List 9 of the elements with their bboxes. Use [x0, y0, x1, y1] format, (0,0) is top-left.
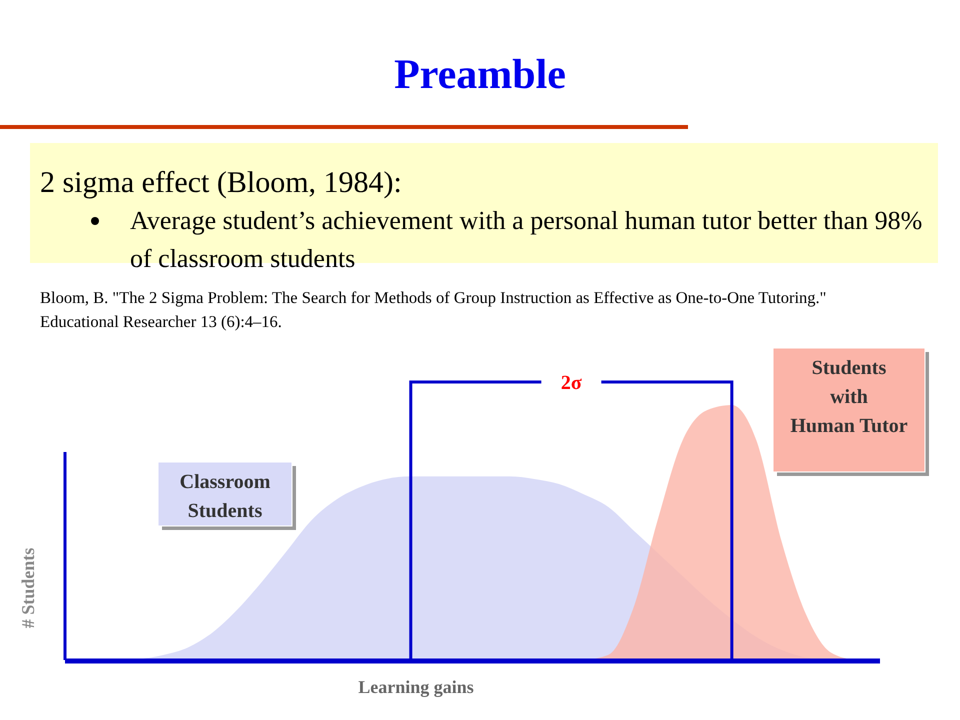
series-label: Students with Human Tutor: [790, 357, 908, 437]
y-axis-title: # Students: [18, 548, 38, 628]
series-label: Classroom Students: [180, 471, 271, 522]
text: 2σ: [560, 372, 582, 394]
text: Average student’s achievement with a personal human tutor better than 98% of classroom students: [130, 205, 924, 275]
text: 2 sigma effect (Bloom, 1984):: [40, 166, 402, 199]
x-axis-title: Learning gains: [358, 677, 474, 697]
text: Bloom, B. "The 2 Sigma Problem: The Search for Methods of Group Instruction as Effective as One-to-One Tutoring." Educational Researcher 13 (6):4–16.: [40, 287, 828, 333]
chart-title: Preamble: [394, 52, 566, 98]
